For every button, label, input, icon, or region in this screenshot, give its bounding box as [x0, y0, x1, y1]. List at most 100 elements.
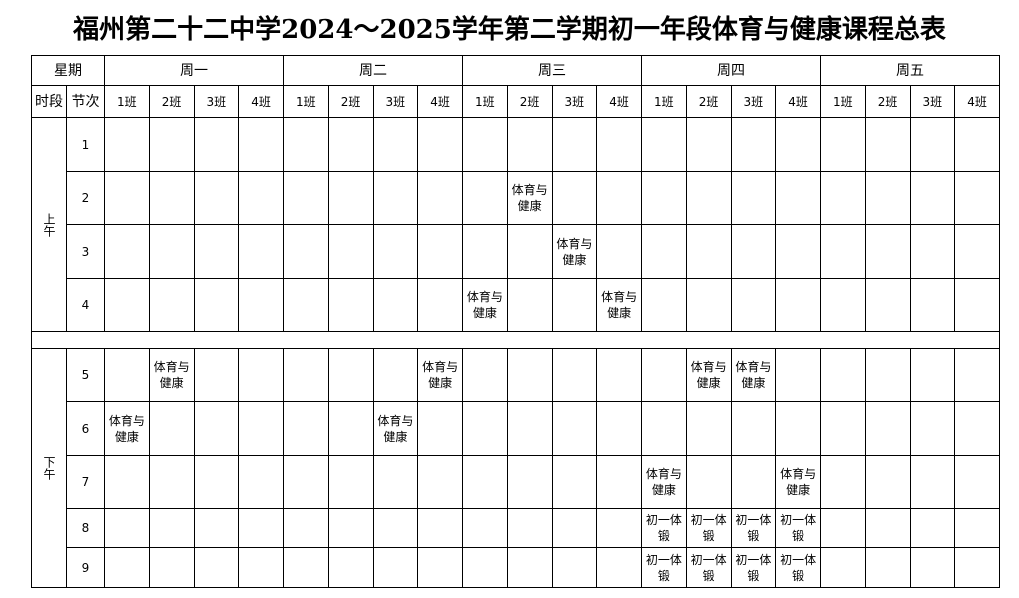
empty-cell: [372, 547, 419, 588]
empty-cell: [954, 224, 1000, 279]
empty-cell: [193, 508, 240, 548]
empty-cell: [551, 278, 598, 332]
empty-cell: [909, 171, 956, 225]
empty-cell: [327, 348, 374, 402]
empty-cell: [551, 455, 598, 509]
empty-cell: [417, 278, 463, 332]
class-header: 2班: [327, 85, 374, 118]
empty-cell: [909, 117, 956, 172]
empty-cell: [104, 455, 150, 509]
empty-cell: [372, 171, 419, 225]
class-header: 3班: [193, 85, 240, 118]
empty-cell: [238, 348, 284, 402]
class-header: 2班: [148, 85, 195, 118]
empty-cell: [148, 278, 195, 332]
day-header: 周四: [641, 55, 821, 86]
empty-cell: [775, 348, 821, 402]
empty-cell: [551, 348, 598, 402]
period-number: 8: [66, 508, 105, 548]
empty-cell: [909, 455, 956, 509]
empty-cell: [730, 278, 777, 332]
empty-cell: [372, 278, 419, 332]
empty-cell: [551, 547, 598, 588]
empty-cell: [238, 117, 284, 172]
lesson-cell: 初一体锻: [641, 508, 687, 548]
empty-cell: [641, 401, 687, 456]
empty-cell: [283, 508, 329, 548]
empty-cell: [104, 171, 150, 225]
empty-cell: [730, 224, 777, 279]
empty-cell: [417, 508, 463, 548]
empty-cell: [193, 455, 240, 509]
empty-cell: [641, 224, 687, 279]
empty-cell: [417, 455, 463, 509]
empty-cell: [730, 171, 777, 225]
session-label: 下午: [31, 348, 67, 588]
empty-cell: [909, 547, 956, 588]
empty-cell: [417, 224, 463, 279]
empty-cell: [506, 348, 553, 402]
empty-cell: [820, 348, 866, 402]
lesson-cell: 初一体锻: [685, 547, 732, 588]
class-header: 4班: [596, 85, 642, 118]
empty-cell: [596, 348, 642, 402]
title: 福州第二十二中学2024～2025学年第二学期初一年段体育与健康课程总表: [73, 15, 946, 45]
empty-cell: [148, 117, 195, 172]
lesson-cell: 初一体锻: [730, 547, 777, 588]
empty-cell: [104, 547, 150, 588]
empty-cell: [820, 547, 866, 588]
day-header: 周二: [283, 55, 463, 86]
empty-cell: [462, 348, 508, 402]
empty-cell: [372, 117, 419, 172]
empty-cell: [864, 278, 911, 332]
empty-cell: [327, 171, 374, 225]
empty-cell: [820, 455, 866, 509]
empty-cell: [954, 278, 1000, 332]
empty-cell: [193, 547, 240, 588]
lesson-cell: 体育与健康: [148, 348, 195, 402]
period-number: 7: [66, 455, 105, 509]
empty-cell: [327, 547, 374, 588]
period-number: 4: [66, 278, 105, 332]
empty-cell: [864, 117, 911, 172]
empty-cell: [909, 224, 956, 279]
empty-cell: [462, 171, 508, 225]
empty-cell: [148, 455, 195, 509]
empty-cell: [641, 348, 687, 402]
empty-cell: [954, 547, 1000, 588]
day-header: 周一: [104, 55, 284, 86]
period-number: 3: [66, 224, 105, 279]
lesson-cell: 体育与健康: [551, 224, 598, 279]
empty-cell: [596, 455, 642, 509]
empty-cell: [551, 171, 598, 225]
period-row: 9 初一体锻 初一体锻 初一体锻 初一体锻: [32, 547, 1000, 588]
empty-cell: [730, 401, 777, 456]
empty-cell: [417, 117, 463, 172]
class-header: 1班: [462, 85, 508, 118]
empty-cell: [148, 508, 195, 548]
empty-cell: [775, 401, 821, 456]
period-row: 7 体育与健康 体育与健康: [32, 455, 1000, 509]
lesson-cell: 体育与健康: [417, 348, 463, 402]
period-row: 上午 1: [31, 117, 1000, 332]
lesson-cell: 体育与健康: [596, 278, 642, 332]
empty-cell: [730, 455, 777, 509]
lesson-cell: 体育与健康: [730, 348, 777, 402]
period-row: 8 初一体锻 初一体锻 初一体锻 初一体锻: [32, 508, 1000, 548]
empty-cell: [551, 508, 598, 548]
lesson-cell: 初一体锻: [641, 547, 687, 588]
empty-cell: [462, 508, 508, 548]
empty-cell: [506, 224, 553, 279]
lesson-cell: 初一体锻: [775, 508, 821, 548]
class-header: 4班: [238, 85, 284, 118]
empty-cell: [462, 117, 508, 172]
empty-cell: [864, 547, 911, 588]
empty-cell: [864, 401, 911, 456]
empty-cell: [193, 171, 240, 225]
empty-cell: [238, 455, 284, 509]
empty-cell: [685, 401, 732, 456]
empty-cell: [506, 401, 553, 456]
empty-cell: [596, 508, 642, 548]
empty-cell: [775, 171, 821, 225]
empty-cell: [820, 171, 866, 225]
